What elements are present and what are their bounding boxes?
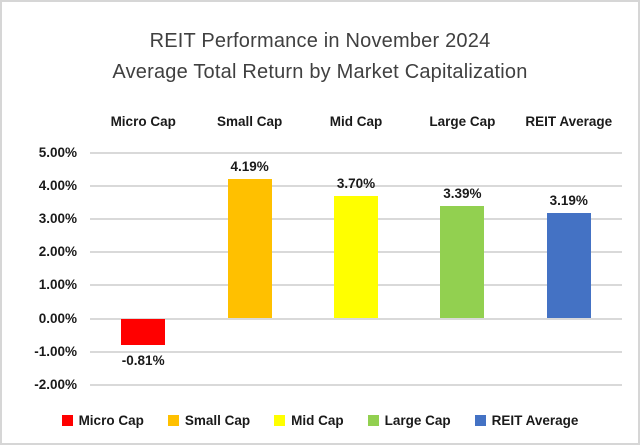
category-label: Micro Cap	[110, 114, 176, 129]
legend-swatch-icon	[367, 415, 379, 426]
category-label: Mid Cap	[329, 114, 383, 129]
bar-micro-cap	[121, 318, 166, 346]
legend-label: REIT Average	[491, 413, 579, 428]
bar-reit-average	[546, 212, 591, 319]
legend-item: Mid Cap	[274, 413, 344, 428]
bar-mid-cap	[334, 195, 378, 319]
chart-title: REIT Performance in November 2024	[149, 30, 491, 52]
legend-swatch-icon	[167, 415, 179, 426]
legend-label: Large Cap	[384, 413, 451, 428]
gridline	[90, 317, 622, 320]
gridline	[90, 151, 622, 154]
legend-item: Small Cap	[167, 413, 251, 428]
gridline	[90, 383, 622, 386]
bar-large-cap	[440, 205, 485, 319]
bar-small-cap	[227, 179, 272, 319]
legend-swatch-icon	[274, 415, 286, 426]
y-tick-label: 5.00%	[38, 144, 77, 160]
category-label: Large Cap	[429, 114, 496, 129]
legend-item: REIT Average	[474, 413, 579, 428]
legend-swatch-icon	[474, 415, 486, 426]
legend-item: Large Cap	[367, 413, 451, 428]
chart-subtitle: Average Total Return by Market Capitaliz…	[112, 61, 528, 83]
category-label: Small Cap	[216, 114, 283, 129]
gridline	[90, 350, 622, 353]
y-tick-label: 2.00%	[38, 244, 77, 260]
y-tick-label: -1.00%	[34, 343, 77, 359]
y-tick-label: 0.00%	[38, 310, 77, 326]
data-label: 3.70%	[336, 175, 376, 191]
category-label: REIT Average	[525, 114, 613, 129]
legend-label: Small Cap	[184, 413, 251, 428]
legend-label: Mid Cap	[291, 413, 344, 428]
data-label: 4.19%	[230, 159, 269, 175]
data-label: -0.81%	[121, 353, 165, 369]
y-tick-label: -2.00%	[34, 376, 77, 392]
y-tick-label: 1.00%	[38, 277, 77, 293]
y-tick-label: 3.00%	[38, 210, 77, 226]
gridline	[90, 184, 622, 187]
legend-item: Micro Cap	[61, 413, 144, 428]
data-label: 3.19%	[549, 192, 588, 208]
legend-swatch-icon	[61, 415, 73, 426]
legend: Micro Cap Small Cap Mid Cap Large Cap REIT A…	[2, 413, 638, 428]
data-label: 3.39%	[443, 185, 482, 201]
y-tick-label: 4.00%	[38, 177, 77, 193]
legend-label: Micro Cap	[78, 413, 144, 428]
